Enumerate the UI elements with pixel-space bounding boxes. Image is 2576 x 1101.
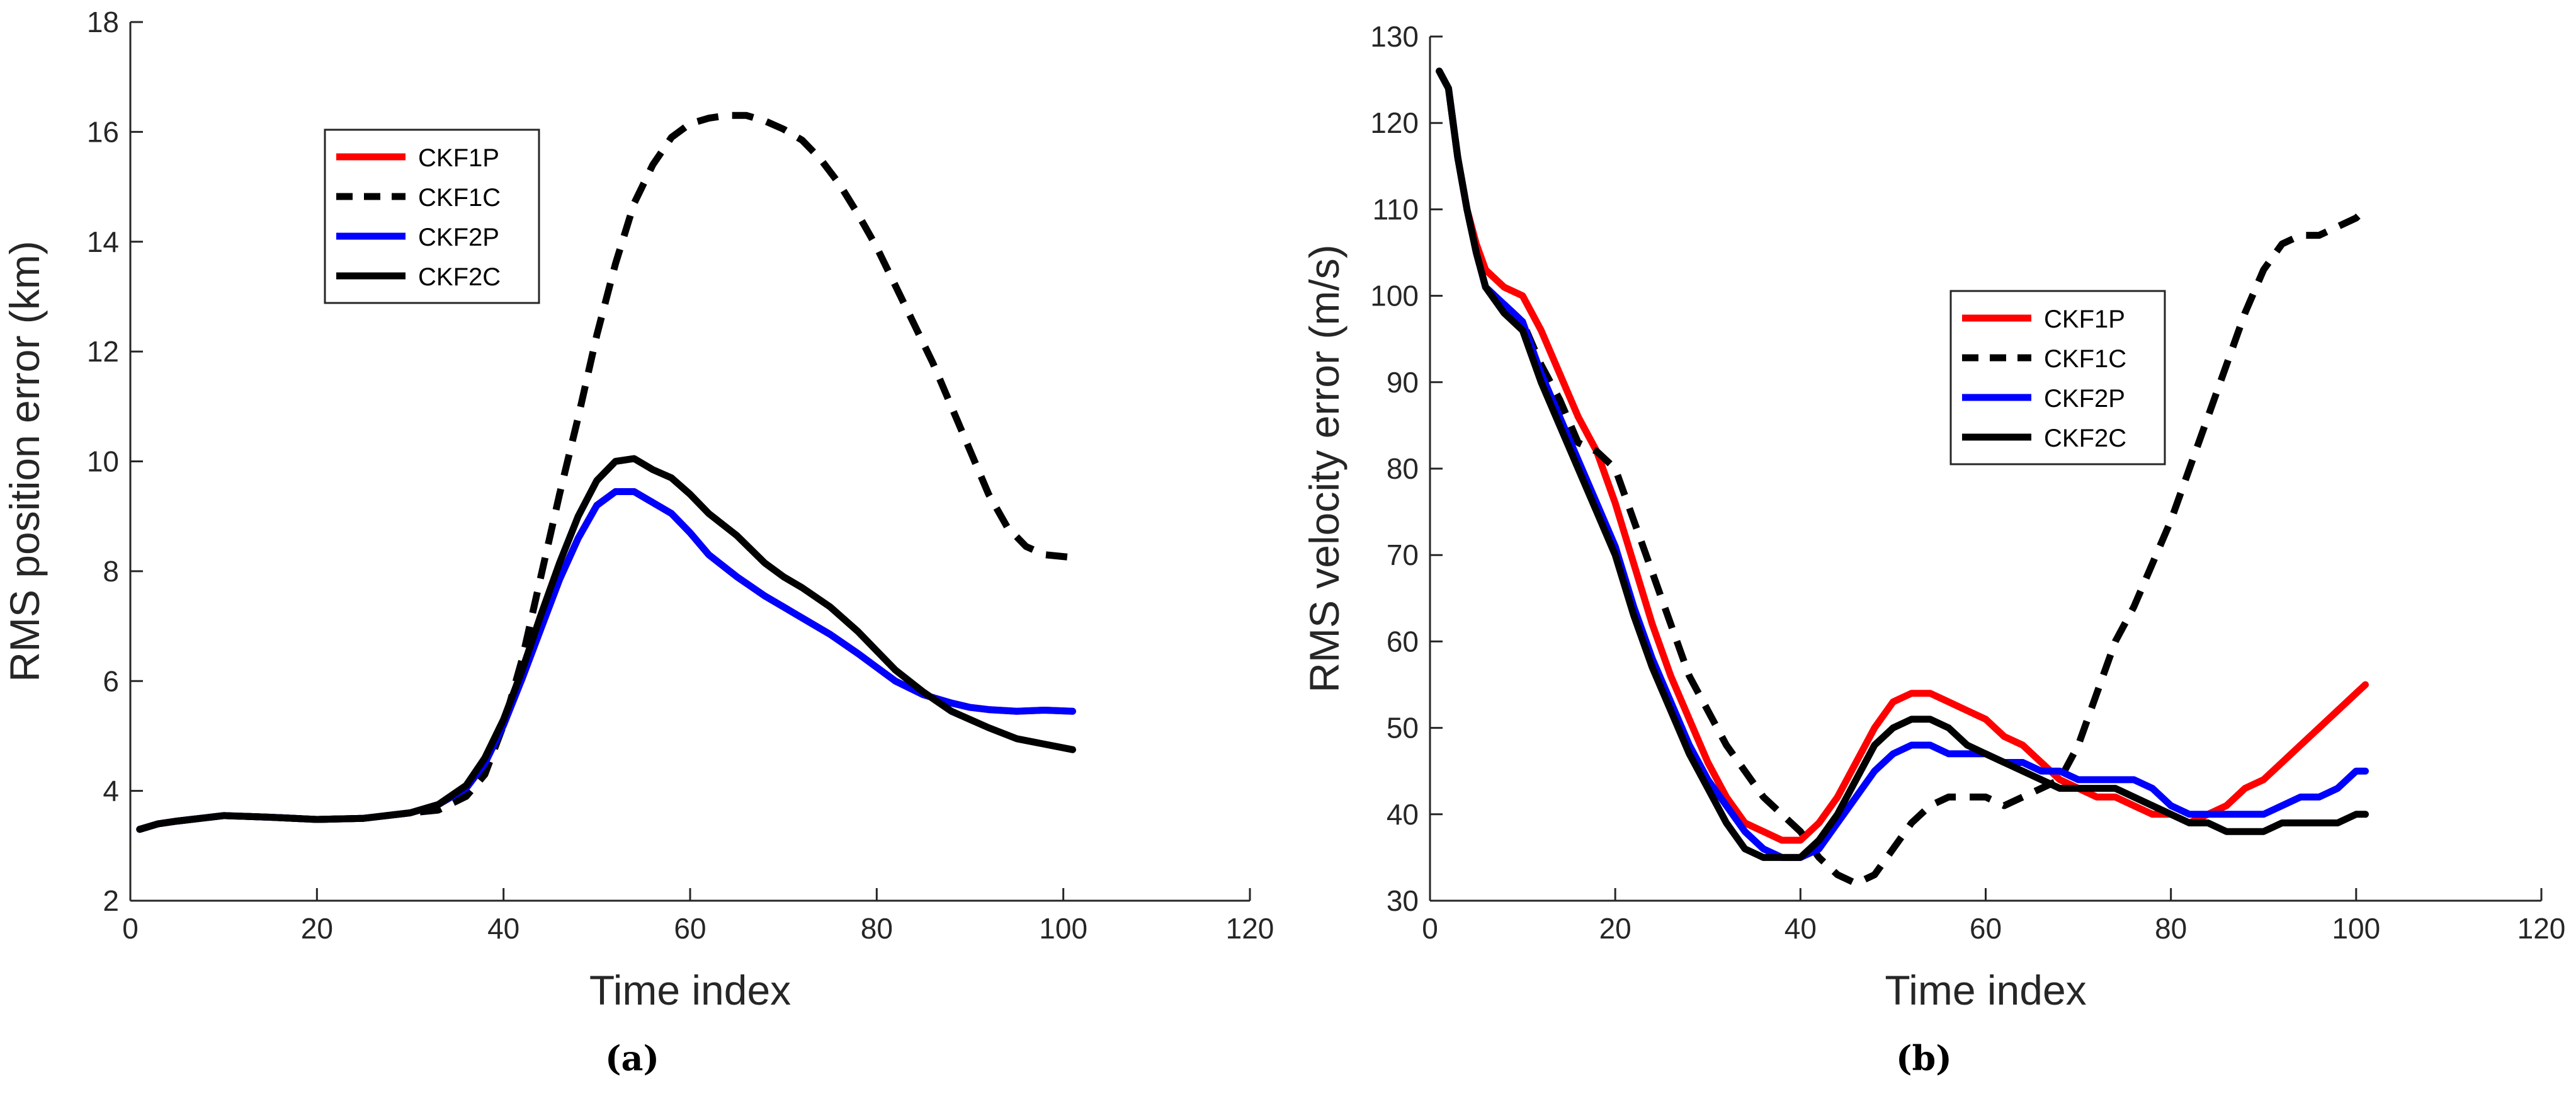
y-tick-label: 110: [1373, 193, 1419, 225]
x-tick-label: 100: [1039, 912, 1087, 945]
series-line-ckf2p: [136, 488, 1076, 833]
y-tick-label: 10: [87, 445, 119, 478]
y-tick-label: 8: [103, 555, 119, 588]
legend-label-ckf1c: CKF1C: [2044, 345, 2126, 373]
y-tick-label: 40: [1387, 798, 1419, 831]
y-axis-label: RMS position error (km): [1, 241, 48, 682]
y-tick-label: 4: [103, 775, 119, 807]
x-tick-label: 40: [487, 912, 519, 945]
y-tick-label: 60: [1387, 625, 1419, 658]
x-tick-label: 120: [1226, 912, 1274, 945]
y-tick-label: 70: [1387, 539, 1419, 571]
legend-label-ckf2p: CKF2P: [418, 224, 499, 251]
legend-label-ckf2c: CKF2C: [2044, 425, 2126, 452]
x-tick-label: 80: [2155, 912, 2187, 945]
panel-b-caption: (b): [1896, 1038, 1952, 1078]
chart-a: 0 20 40 60 80 100 120 2 4 6 8 10 12 14 16 18 Time index R…: [1, 6, 1274, 1013]
y-tick-label: 80: [1387, 452, 1419, 485]
y-tick-label: 12: [87, 335, 119, 368]
y-axis-label: RMS velocity error (m/s): [1301, 244, 1348, 692]
x-tick-label: 60: [674, 912, 706, 945]
x-axis-label: Time index: [589, 967, 791, 1013]
legend-label-ckf1p: CKF1P: [2044, 305, 2125, 333]
y-tick-label: 130: [1370, 20, 1419, 53]
x-tick-label: 80: [861, 912, 893, 945]
x-tick-label: 20: [301, 912, 333, 945]
y-tick-label: 30: [1387, 884, 1419, 917]
series-line-ckf1p: [136, 488, 1076, 833]
legend-label-ckf1c: CKF1C: [418, 184, 501, 212]
x-tick-label: 120: [2517, 912, 2566, 945]
x-tick-label: 100: [2332, 912, 2380, 945]
y-tick-label: 100: [1370, 280, 1419, 312]
x-tick-label: 20: [1599, 912, 1631, 945]
x-axis-label: Time index: [1885, 967, 2086, 1013]
series-line-ckf2c: [136, 455, 1076, 833]
series-line-ckf2c: [1436, 67, 2369, 861]
x-tick-label: 60: [1970, 912, 2002, 945]
y-tick-label: 14: [87, 225, 119, 258]
legend-label-ckf1p: CKF1P: [418, 144, 499, 172]
legend-label-ckf2p: CKF2P: [2044, 385, 2125, 413]
y-tick-label: 2: [103, 884, 119, 917]
x-tick-label: 0: [122, 912, 139, 945]
y-tick-label: 120: [1370, 106, 1419, 139]
x-tick-label: 0: [1422, 912, 1438, 945]
y-tick-label: 90: [1387, 366, 1419, 399]
chart-b: 0 20 40 60 80 100 120 30 40 50 60 70 80 90 100 110 120 13…: [1301, 20, 2565, 1013]
y-tick-label: 16: [87, 115, 119, 148]
series-line-ckf1c: [1436, 69, 2368, 887]
y-tick-label: 50: [1387, 712, 1419, 744]
x-tick-label: 40: [1784, 912, 1817, 945]
y-tick-label: 18: [87, 6, 119, 38]
y-tick-label: 6: [103, 665, 119, 697]
panel-a-caption: (a): [605, 1038, 660, 1078]
legend-label-ckf2c: CKF2C: [418, 263, 501, 291]
legend: CKF1P CKF1C CKF2P CKF2C: [1949, 290, 2166, 465]
legend: CKF1P CKF1C CKF2P CKF2C: [324, 128, 540, 304]
